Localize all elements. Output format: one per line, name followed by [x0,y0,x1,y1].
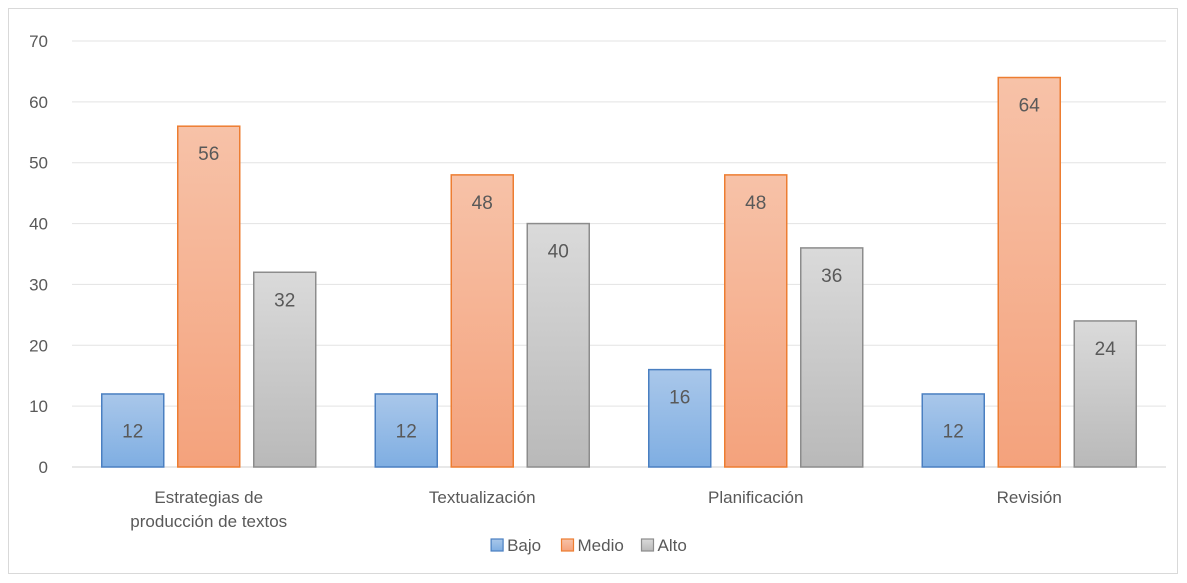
x-category-label: Textualización [429,488,536,507]
bar-alto [1073,320,1137,468]
legend-item-alto: Alto [640,536,687,555]
bar-bajo [921,393,985,468]
bar-alto [800,247,864,468]
x-category-label: Revisión [997,488,1062,507]
y-tick-label: 10 [29,397,48,416]
bar-bajo [101,393,165,468]
data-label: 12 [396,421,417,442]
legend-swatch [490,538,504,552]
legend-item-bajo: Bajo [490,536,541,555]
y-axis-ticks: 0 10 20 30 40 50 60 70 [29,32,48,477]
x-axis: Estrategias de producción de textos Textua… [130,488,1062,531]
bar-medio [724,174,788,468]
legend-label: Medio [578,536,624,555]
legend-item-medio: Medio [560,536,624,555]
bar-medio [177,125,241,468]
data-label: 16 [669,388,690,409]
y-tick-label: 40 [29,215,48,234]
bar-bajo [648,368,712,468]
legend-label: Bajo [507,536,541,555]
x-category-label: Estrategias de [154,488,263,507]
y-tick-label: 20 [29,336,48,355]
x-category-label: Planificación [708,488,803,507]
legend-swatch [560,538,575,552]
legend: Bajo Medio Alto [490,536,687,555]
data-label: 56 [198,144,219,165]
bar-medio [997,76,1061,468]
data-label: 48 [745,193,766,214]
data-labels: 12 56 32 12 48 40 16 48 36 12 64 24 [122,96,1116,443]
legend-swatch [640,538,655,552]
y-tick-label: 30 [29,275,48,294]
x-category-label: producción de textos [130,512,287,531]
y-tick-label: 50 [29,154,48,173]
y-tick-label: 0 [39,458,48,477]
data-label: 36 [821,266,842,287]
bar-alto [253,271,317,468]
legend-label: Alto [658,536,687,555]
y-tick-label: 60 [29,93,48,112]
data-label: 40 [548,242,569,263]
bar-medio [450,174,514,468]
bars [101,76,1137,468]
data-label: 12 [943,421,964,442]
data-label: 48 [472,193,493,214]
data-label: 24 [1095,339,1117,360]
bar-bajo [374,393,438,468]
data-label: 64 [1019,96,1041,117]
data-label: 12 [122,421,143,442]
bar-alto [526,222,590,468]
data-label: 32 [274,290,295,311]
y-tick-label: 70 [29,32,48,51]
